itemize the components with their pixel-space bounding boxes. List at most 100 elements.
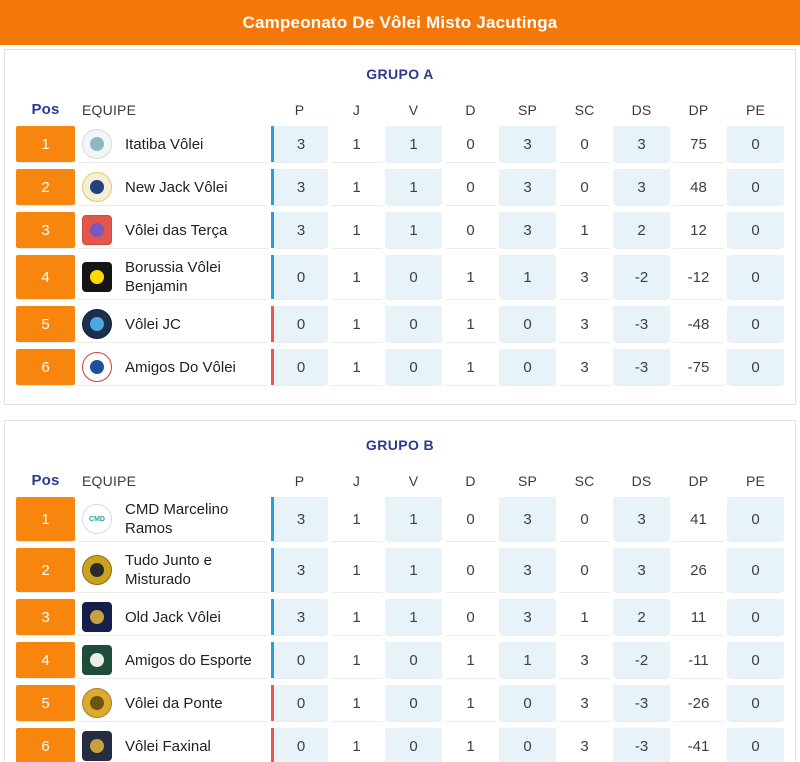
stat-cell: 0 xyxy=(727,255,784,299)
stat-cell: 48 xyxy=(670,169,727,205)
stat-cell: 3 xyxy=(556,255,613,299)
team-cell: Old Jack Vôlei xyxy=(75,599,271,635)
stat-cell: 1 xyxy=(328,548,385,592)
stat-cell: 0 xyxy=(556,497,613,541)
stat-cell: 3 xyxy=(613,126,670,162)
stat-cell: 1 xyxy=(385,599,442,635)
stat-column-header: PE xyxy=(745,472,766,489)
stat-cell: -12 xyxy=(670,255,727,299)
stat-cell: 1 xyxy=(499,642,556,678)
team-name: CMD Marcelino Ramos xyxy=(125,501,229,537)
logo-emblem xyxy=(90,137,104,151)
stat-cell: 0 xyxy=(442,599,499,635)
standings-container: GRUPO A Pos EQUIPE P J V D SP SC DS DP PE 1 Itatiba V… xyxy=(0,49,800,762)
position-badge: 4 xyxy=(16,642,75,678)
stat-cell: 3 xyxy=(556,728,613,762)
stat-cell: 1 xyxy=(328,126,385,162)
team-cell: Borussia Vôlei Benjamin xyxy=(75,255,271,299)
pos-column-header: Pos xyxy=(31,101,60,118)
group-title: GRUPO B xyxy=(365,437,435,453)
stat-cell: 3 xyxy=(556,685,613,721)
team-name: New Jack Vôlei xyxy=(125,178,228,196)
stat-cell: 0 xyxy=(727,599,784,635)
logo-emblem xyxy=(90,696,104,710)
stat-column-header: D xyxy=(465,101,476,118)
stat-cell: 2 xyxy=(613,599,670,635)
stat-cell: 3 xyxy=(613,548,670,592)
group-card: GRUPO A Pos EQUIPE P J V D SP SC DS DP PE 1 Itatiba V… xyxy=(4,49,796,405)
position-badge: 6 xyxy=(16,349,75,385)
stat-column-header: SC xyxy=(574,101,595,118)
stat-cell: 1 xyxy=(499,255,556,299)
team-cell: Itatiba Vôlei xyxy=(75,126,271,162)
stat-cell: 0 xyxy=(727,497,784,541)
stat-column-header: V xyxy=(408,101,419,118)
stat-column-header: SC xyxy=(574,472,595,489)
group-card: GRUPO B Pos EQUIPE P J V D SP SC DS DP PE 1 CMD CMD Ma… xyxy=(4,420,796,762)
table-row: 3 Vôlei das Terça 3 1 1 0 3 1 2 12 0 xyxy=(16,212,784,248)
stat-cell: -41 xyxy=(670,728,727,762)
stat-cell: -3 xyxy=(613,349,670,385)
team-column-header: EQUIPE xyxy=(82,472,137,489)
team-name: Vôlei Faxinal xyxy=(125,737,211,755)
pos-column-header: Pos xyxy=(31,472,60,489)
stat-cell: 1 xyxy=(442,349,499,385)
table-row: 2 New Jack Vôlei 3 1 1 0 3 0 3 48 0 xyxy=(16,169,784,205)
stat-cell: -75 xyxy=(670,349,727,385)
stat-cell: 1 xyxy=(328,212,385,248)
logo-emblem xyxy=(90,270,104,284)
stat-cell: 0 xyxy=(556,126,613,162)
stat-cell: 11 xyxy=(670,599,727,635)
position-badge: 3 xyxy=(16,599,75,635)
stat-cell: 0 xyxy=(727,169,784,205)
stat-column-header: DP xyxy=(688,101,709,118)
stat-cell: -3 xyxy=(613,685,670,721)
team-logo-icon: CMD xyxy=(82,504,112,534)
stat-cell: -2 xyxy=(613,255,670,299)
position-badge: 2 xyxy=(16,548,75,592)
stat-cell: 0 xyxy=(727,212,784,248)
team-logo-icon xyxy=(82,555,112,585)
stat-cell: -3 xyxy=(613,728,670,762)
stat-cell: 0 xyxy=(271,642,328,678)
stat-cell: 0 xyxy=(727,306,784,342)
stat-cell: 75 xyxy=(670,126,727,162)
stat-cell: 12 xyxy=(670,212,727,248)
stat-column-header: P xyxy=(294,472,305,489)
stat-cell: 0 xyxy=(271,685,328,721)
stat-cell: 0 xyxy=(727,685,784,721)
team-name: Amigos do Esporte xyxy=(125,651,252,669)
stat-cell: 0 xyxy=(727,728,784,762)
stat-cell: 0 xyxy=(385,349,442,385)
team-cell: Vôlei Faxinal xyxy=(75,728,271,762)
stat-cell: 1 xyxy=(385,548,442,592)
standings-table: Pos EQUIPE P J V D SP SC DS DP PE 1 Itatiba Vôlei 3 1 1… xyxy=(16,92,784,392)
stat-column-header: PE xyxy=(745,101,766,118)
stat-cell: 1 xyxy=(442,306,499,342)
stat-column-header: D xyxy=(465,472,476,489)
stat-cell: 1 xyxy=(328,728,385,762)
team-cell: New Jack Vôlei xyxy=(75,169,271,205)
table-row: 3 Old Jack Vôlei 3 1 1 0 3 1 2 11 0 xyxy=(16,599,784,635)
position-badge: 4 xyxy=(16,255,75,299)
team-name: Vôlei das Terça xyxy=(125,221,228,239)
stat-cell: 1 xyxy=(328,306,385,342)
stat-cell: -26 xyxy=(670,685,727,721)
logo-emblem xyxy=(90,360,104,374)
team-name: Vôlei da Ponte xyxy=(125,694,223,712)
stat-column-header: P xyxy=(294,101,305,118)
team-name: Borussia Vôlei Benjamin xyxy=(125,259,221,295)
stat-column-header: DP xyxy=(688,472,709,489)
standings-table: Pos EQUIPE P J V D SP SC DS DP PE 1 CMD CMD Marcelino… xyxy=(16,463,784,762)
stat-cell: 1 xyxy=(328,642,385,678)
stat-cell: 3 xyxy=(271,497,328,541)
stat-cell: 1 xyxy=(442,642,499,678)
team-logo-icon xyxy=(82,172,112,202)
position-badge: 1 xyxy=(16,126,75,162)
table-row: 2 Tudo Junto e Misturado 3 1 1 0 3 0 3 26 0 xyxy=(16,548,784,592)
stat-column-header: J xyxy=(352,472,361,489)
stat-column-header: SP xyxy=(517,472,538,489)
table-row: 5 Vôlei da Ponte 0 1 0 1 0 3 -3 -26 0 xyxy=(16,685,784,721)
table-row: 6 Vôlei Faxinal 0 1 0 1 0 3 -3 -41 0 xyxy=(16,728,784,762)
team-cell: Amigos Do Vôlei xyxy=(75,349,271,385)
